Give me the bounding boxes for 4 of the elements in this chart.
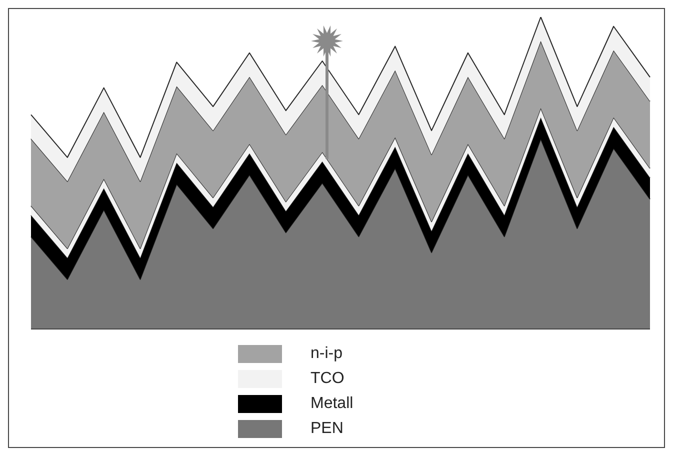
legend-label: PEN (310, 418, 344, 438)
legend-label: Metall (310, 394, 354, 414)
legend-label: n-i-p (310, 344, 343, 364)
legend-label: TCO (310, 368, 344, 388)
